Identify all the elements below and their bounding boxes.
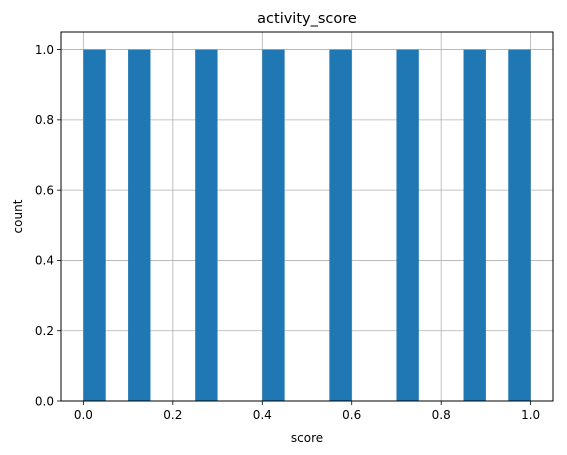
x-tick-label: 0.6 <box>342 408 361 422</box>
histogram-bar <box>195 50 217 401</box>
y-tick-label: 0.4 <box>35 254 54 268</box>
x-axis-label: score <box>291 431 323 445</box>
x-tick-label: 0.8 <box>432 408 451 422</box>
histogram-bar <box>128 50 150 401</box>
x-tick-label: 0.0 <box>74 408 93 422</box>
y-tick-label: 1.0 <box>35 43 54 57</box>
chart-title: activity_score <box>257 11 357 27</box>
histogram-bar <box>508 50 530 401</box>
y-tick-label: 0.2 <box>35 324 54 338</box>
histogram-bar <box>83 50 105 401</box>
x-tick-label: 1.0 <box>521 408 540 422</box>
y-tick-label: 0.8 <box>35 113 54 127</box>
y-axis-label: count <box>11 199 25 233</box>
y-tick-label: 0.6 <box>35 183 54 197</box>
histogram-bar <box>262 50 284 401</box>
x-tick-label: 0.4 <box>253 408 272 422</box>
histogram-bar <box>464 50 486 401</box>
histogram-bar <box>329 50 351 401</box>
y-tick-label: 0.0 <box>35 394 54 408</box>
histogram-bar <box>396 50 418 401</box>
x-tick-label: 0.2 <box>163 408 182 422</box>
